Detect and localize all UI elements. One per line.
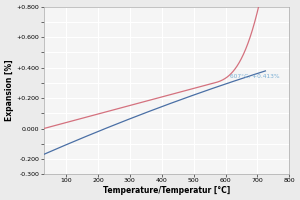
Y-axis label: Expansion [%]: Expansion [%] bbox=[5, 60, 14, 121]
X-axis label: Temperature/Temperatur [°C]: Temperature/Temperatur [°C] bbox=[103, 186, 230, 195]
Text: 607°C; +0.413%: 607°C; +0.413% bbox=[230, 74, 280, 79]
